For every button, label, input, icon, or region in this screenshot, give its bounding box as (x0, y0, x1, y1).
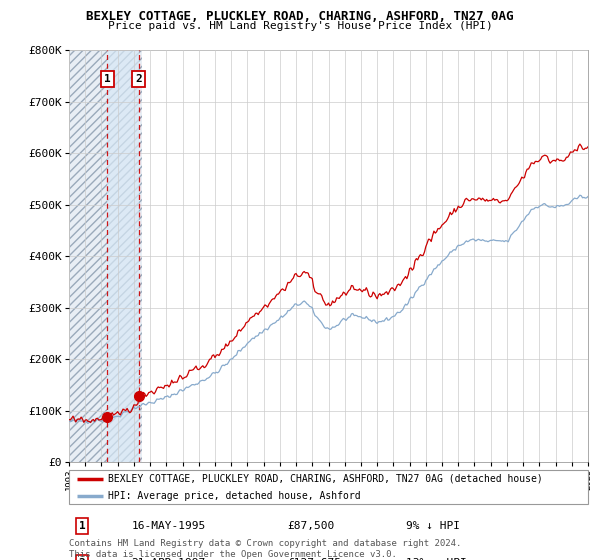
Text: Price paid vs. HM Land Registry's House Price Index (HPI): Price paid vs. HM Land Registry's House … (107, 21, 493, 31)
Text: 16-MAY-1995: 16-MAY-1995 (131, 521, 206, 531)
Text: HPI: Average price, detached house, Ashford: HPI: Average price, detached house, Ashf… (108, 491, 361, 501)
Text: £87,500: £87,500 (287, 521, 334, 531)
Text: 1: 1 (79, 521, 85, 531)
Bar (69, 50, 142, 462)
Text: 2: 2 (135, 74, 142, 84)
Text: 1: 1 (104, 74, 111, 84)
Text: 2: 2 (79, 558, 85, 560)
Text: BEXLEY COTTAGE, PLUCKLEY ROAD, CHARING, ASHFORD, TN27 0AG (detached house): BEXLEY COTTAGE, PLUCKLEY ROAD, CHARING, … (108, 474, 542, 484)
Text: BEXLEY COTTAGE, PLUCKLEY ROAD, CHARING, ASHFORD, TN27 0AG: BEXLEY COTTAGE, PLUCKLEY ROAD, CHARING, … (86, 10, 514, 23)
Text: 9% ↓ HPI: 9% ↓ HPI (406, 521, 460, 531)
Text: £127,675: £127,675 (287, 558, 341, 560)
Text: 13% ↑ HPI: 13% ↑ HPI (406, 558, 467, 560)
Bar (107, 50, 139, 462)
Text: 21-APR-1997: 21-APR-1997 (131, 558, 206, 560)
Text: Contains HM Land Registry data © Crown copyright and database right 2024.
This d: Contains HM Land Registry data © Crown c… (69, 539, 461, 559)
